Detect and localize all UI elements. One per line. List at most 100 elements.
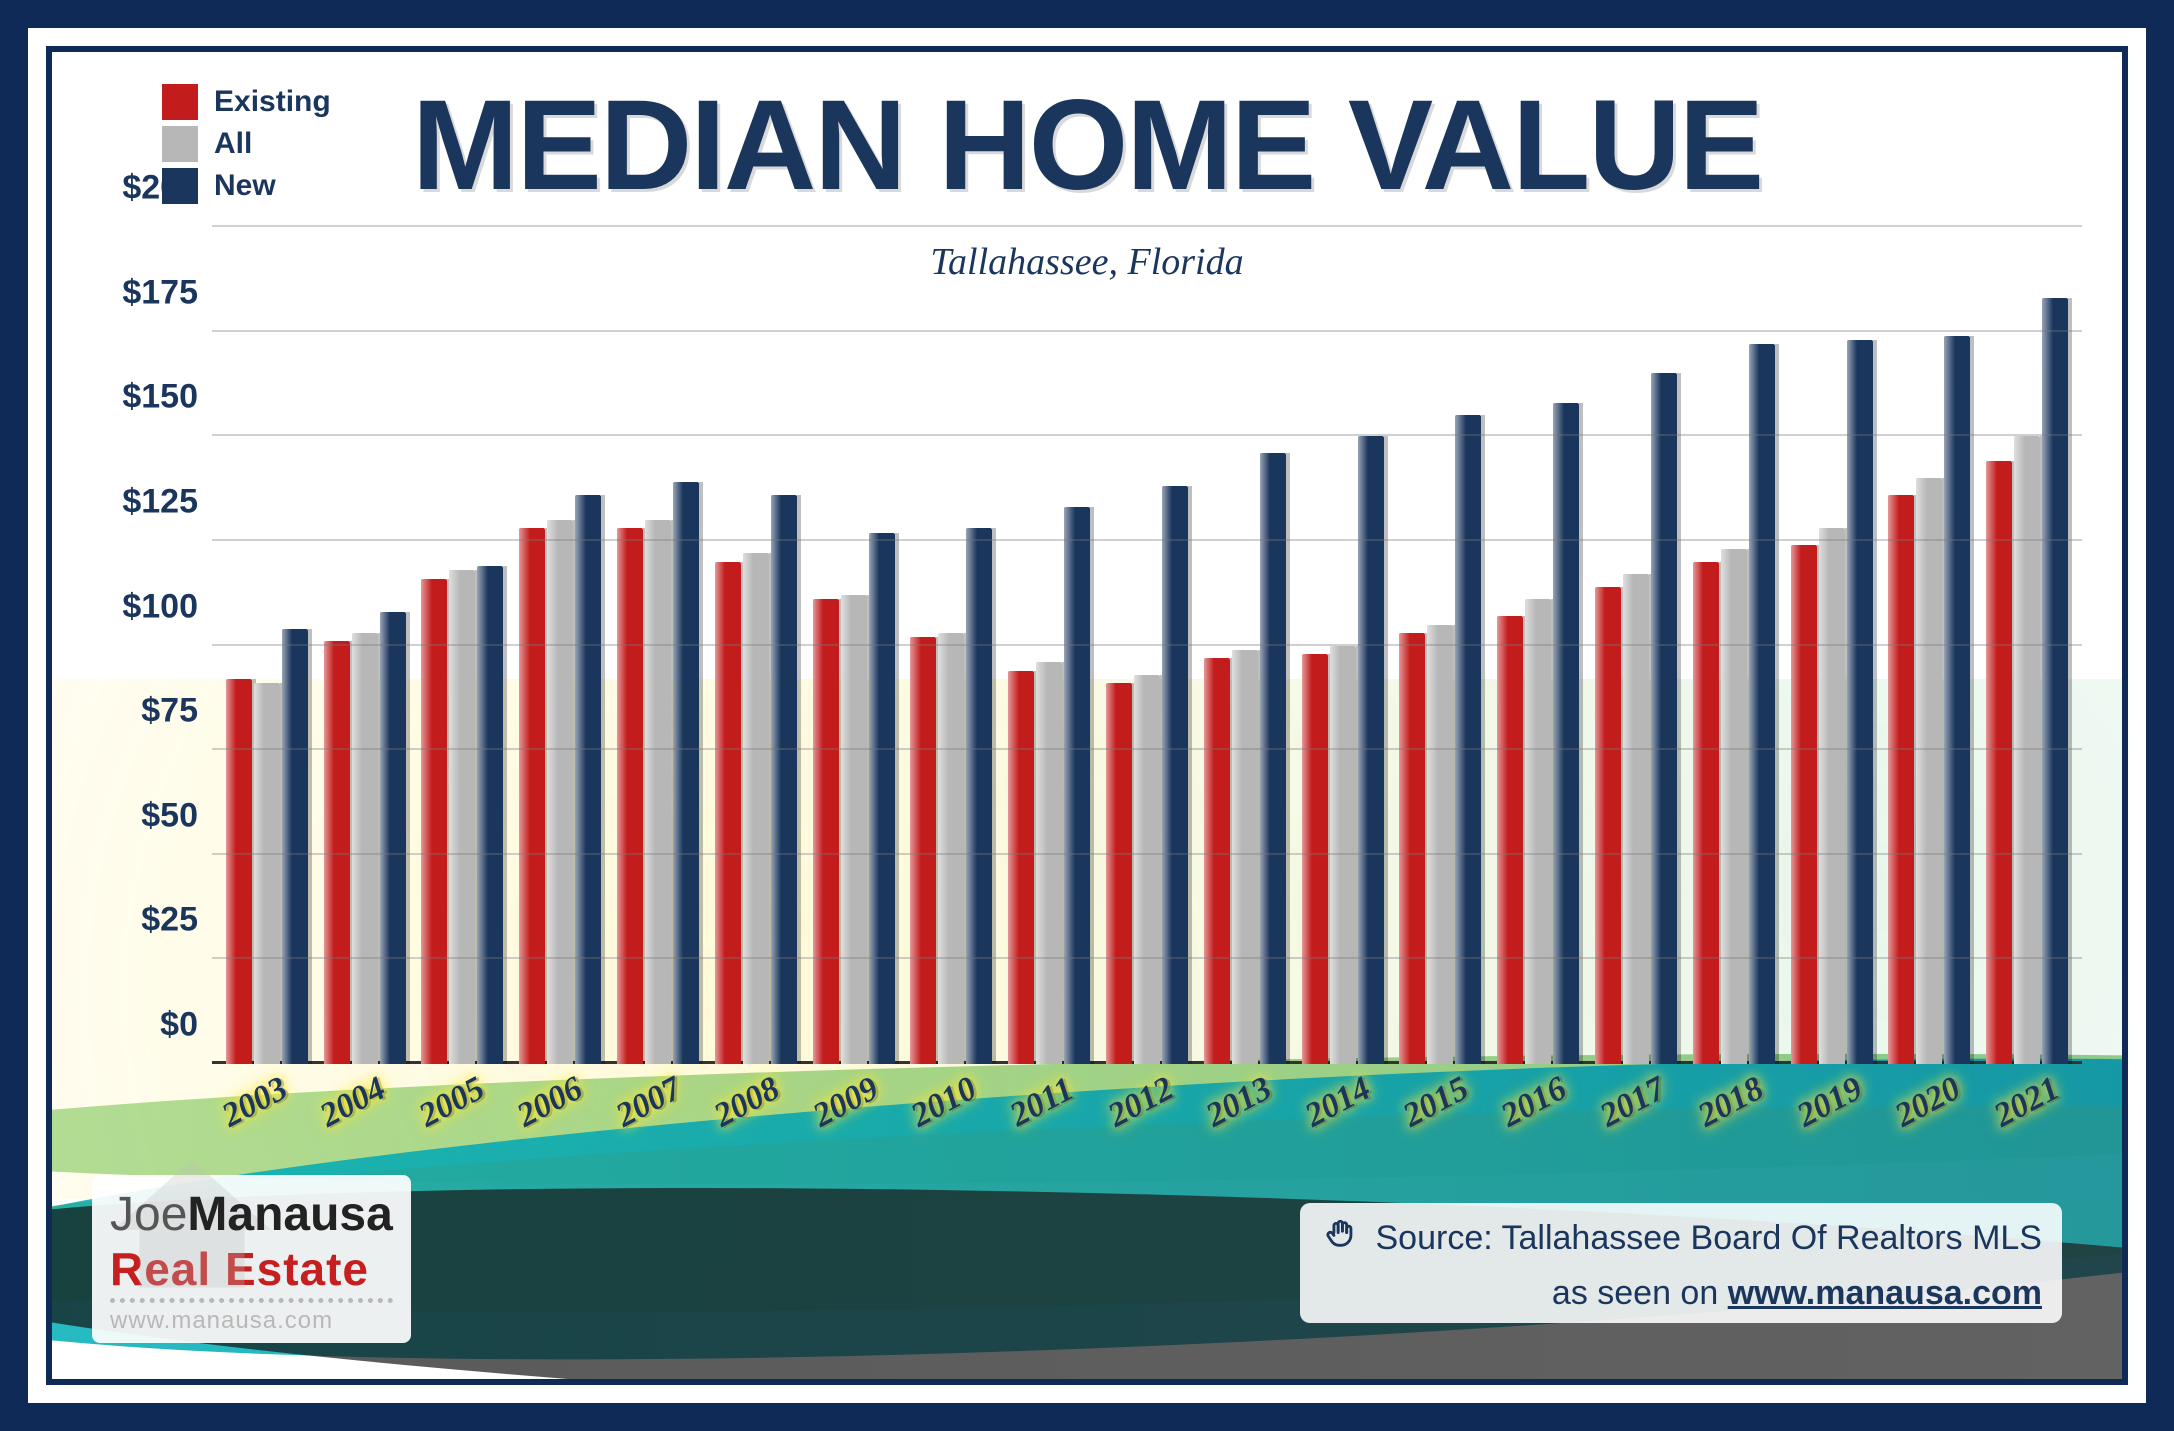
outer-frame: MEDIAN HOME VALUE Tallahassee, Florida E… (0, 0, 2174, 1431)
bar-new (1358, 436, 1384, 1064)
inner-frame: MEDIAN HOME VALUE Tallahassee, Florida E… (46, 46, 2128, 1385)
bar-group (1196, 227, 1294, 1064)
bar-new (380, 612, 406, 1064)
bar-all (1721, 549, 1747, 1064)
bar-new (1553, 403, 1579, 1064)
bars-container (212, 227, 2082, 1064)
bar-existing (1986, 461, 2012, 1064)
bar-group (609, 227, 707, 1064)
gridline (212, 644, 2082, 646)
bar-existing (1302, 654, 1328, 1064)
source-line: as seen on www.manausa.com (1324, 1274, 2042, 1313)
bar-existing (1595, 587, 1621, 1064)
y-axis-tick-label: $25 (141, 901, 198, 940)
bar-existing (1008, 671, 1034, 1064)
source-text: Source: Tallahassee Board Of Realtors ML… (1376, 1219, 2043, 1257)
logo-line1: JoeManausa (110, 1187, 393, 1242)
bar-existing (226, 679, 252, 1064)
chart-subtitle: Tallahassee, Florida (930, 240, 1243, 284)
bar-all (2014, 436, 2040, 1064)
bar-new (1847, 340, 1873, 1064)
bar-all (1623, 574, 1649, 1064)
gridline (212, 853, 2082, 855)
bar-all (1916, 478, 1942, 1064)
gridline (212, 434, 2082, 436)
logo-first: Joe (110, 1188, 187, 1241)
bar-existing (421, 579, 447, 1064)
bar-all (1525, 599, 1551, 1064)
gridline (212, 330, 2082, 332)
y-axis-tick-label: $0 (160, 1006, 198, 1045)
bar-all (1232, 650, 1258, 1064)
y-axis-tick-label: $50 (141, 796, 198, 835)
bar-new (1651, 373, 1677, 1064)
bar-all (938, 633, 964, 1064)
bar-new (575, 495, 601, 1064)
bar-new (1455, 415, 1481, 1064)
bar-group (1294, 227, 1392, 1064)
bar-new (966, 528, 992, 1064)
bar-group (1685, 227, 1783, 1064)
bar-group (1098, 227, 1196, 1064)
hand-icon (1324, 1217, 1358, 1260)
bar-new (1162, 486, 1188, 1064)
bar-existing (1888, 495, 1914, 1064)
legend-swatch (162, 168, 198, 204)
bar-all (1134, 675, 1160, 1064)
bar-existing (1106, 683, 1132, 1064)
bar-new (477, 566, 503, 1064)
bar-group (1000, 227, 1098, 1064)
gridline (212, 748, 2082, 750)
bar-group (1587, 227, 1685, 1064)
bar-group (1978, 227, 2076, 1064)
bar-existing (1497, 616, 1523, 1064)
bar-new (1749, 344, 1775, 1064)
plot-area: $0$25$50$75$100$125$150$175$200 (212, 227, 2082, 1064)
bar-all (743, 553, 769, 1064)
bar-existing (1399, 633, 1425, 1064)
bar-new (2042, 298, 2068, 1064)
bar-all (1819, 528, 1845, 1064)
legend-item-all: All (162, 126, 331, 162)
bar-new (1064, 507, 1090, 1064)
bar-new (673, 482, 699, 1064)
bar-existing (617, 528, 643, 1064)
chart-title: MEDIAN HOME VALUE (412, 72, 1762, 219)
legend-label: Existing (214, 85, 331, 119)
bar-all (254, 683, 280, 1064)
legend-item-existing: Existing (162, 84, 331, 120)
source-line: Source: Tallahassee Board Of Realtors ML… (1324, 1217, 2042, 1260)
legend-label: New (214, 169, 276, 203)
legend-swatch (162, 84, 198, 120)
bar-existing (1693, 562, 1719, 1064)
bar-existing (813, 599, 839, 1064)
bar-existing (1204, 658, 1230, 1064)
bar-all (1427, 625, 1453, 1064)
bar-all (352, 633, 378, 1064)
bar-group (1392, 227, 1490, 1064)
bar-all (547, 520, 573, 1064)
x-axis-labels: 2003200420052006200720082009201020112012… (212, 1064, 2082, 1164)
bar-existing (715, 562, 741, 1064)
bar-group (1489, 227, 1587, 1064)
bar-existing (519, 528, 545, 1064)
y-axis-tick-label: $150 (122, 378, 198, 417)
bar-group (805, 227, 903, 1064)
source-url[interactable]: www.manausa.com (1728, 1274, 2042, 1312)
bar-group (316, 227, 414, 1064)
brand-logo: JoeManausa Real Estate www.manausa.com (92, 1175, 411, 1343)
y-axis-tick-label: $125 (122, 482, 198, 521)
bar-new (1944, 336, 1970, 1064)
bar-new (771, 495, 797, 1064)
legend: Existing All New (162, 84, 331, 210)
legend-label: All (214, 127, 252, 161)
bar-all (841, 595, 867, 1064)
bar-existing (910, 637, 936, 1064)
bar-new (1260, 453, 1286, 1064)
bar-group (1881, 227, 1979, 1064)
bar-new (282, 629, 308, 1064)
gridline (212, 539, 2082, 541)
source-prefix: as seen on (1552, 1274, 1728, 1312)
logo-line3: www.manausa.com (110, 1298, 393, 1335)
bar-existing (1791, 545, 1817, 1064)
